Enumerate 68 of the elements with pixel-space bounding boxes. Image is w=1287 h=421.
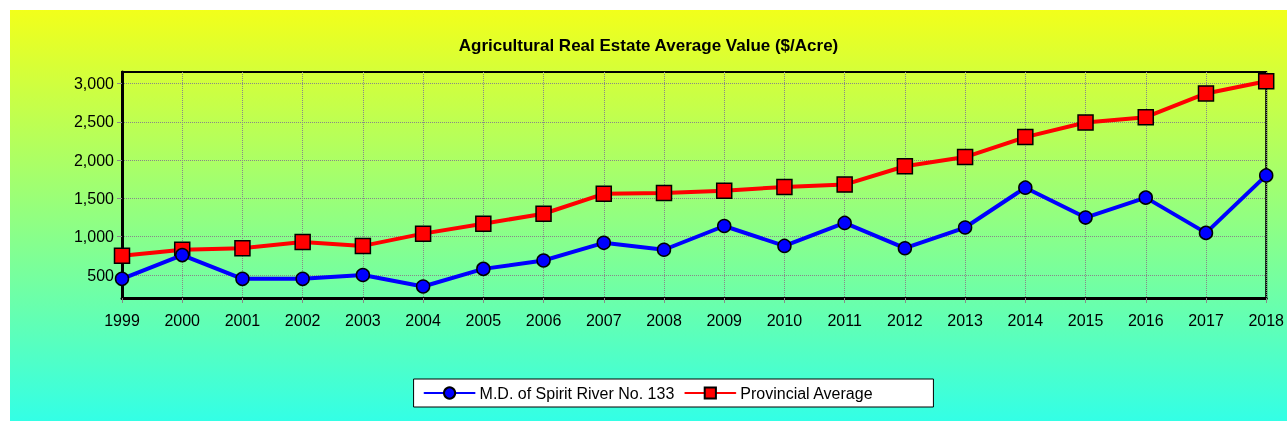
- point: [1077, 114, 1094, 131]
- point: [836, 176, 853, 193]
- point: [1258, 168, 1274, 183]
- x-tick-label: 2014: [1007, 311, 1044, 329]
- point: [655, 184, 673, 202]
- x-tick-label: 2002: [284, 311, 321, 329]
- x-tick-label: 2006: [525, 311, 562, 329]
- x-tick-label: 2009: [706, 311, 743, 329]
- x-tick-label: 2016: [1127, 311, 1164, 329]
- x-tick-label: 2013: [947, 311, 983, 329]
- point: [837, 215, 852, 231]
- x-tick-label: 2011: [827, 311, 862, 329]
- point: [777, 238, 792, 254]
- x-tick-label: 2000: [164, 311, 201, 329]
- y-tick-label: 2,000: [73, 151, 115, 169]
- x-tick-label: 2003: [345, 311, 381, 329]
- point: [1017, 128, 1034, 146]
- point: [113, 247, 131, 265]
- point: [776, 178, 793, 196]
- x-tick-label: 2001: [224, 311, 261, 329]
- point: [715, 182, 733, 199]
- point: [295, 271, 310, 287]
- x-tick-label: 2018: [1248, 311, 1285, 329]
- point: [1138, 190, 1154, 205]
- point: [1257, 72, 1275, 90]
- x-tick-label: 1999: [104, 311, 140, 329]
- y-tick-label: 3,000: [73, 74, 115, 92]
- x-tick-label: 2005: [465, 311, 502, 329]
- x-tick-label: 2008: [646, 311, 682, 329]
- point: [415, 279, 431, 294]
- point: [595, 185, 613, 203]
- point: [294, 233, 311, 251]
- x-tick-label: 2010: [766, 311, 803, 329]
- point: [1137, 108, 1155, 126]
- chart-title: Agricultural Real Estate Average Value ($/Acre): [458, 36, 839, 55]
- legend-label: M.D. of Spirit River No. 133: [479, 384, 675, 402]
- y-tick-label: 1,000: [73, 228, 115, 246]
- point: [234, 239, 251, 257]
- point: [716, 218, 732, 234]
- point: [355, 267, 371, 283]
- x-tick-label: 2004: [405, 311, 441, 329]
- legend-label: Provincial Average: [740, 384, 873, 402]
- point: [1198, 225, 1214, 241]
- y-tick-label: 2,500: [73, 113, 115, 131]
- point: [174, 247, 190, 263]
- y-tick-label: 1,500: [73, 189, 115, 207]
- point: [535, 205, 552, 222]
- point: [476, 261, 491, 277]
- point: [1197, 85, 1215, 102]
- x-tick-label: 2017: [1188, 311, 1224, 329]
- point: [475, 215, 492, 232]
- point: [897, 240, 913, 256]
- point: [1018, 180, 1033, 195]
- point: [536, 253, 551, 268]
- point: [956, 148, 974, 166]
- point: [414, 225, 432, 242]
- point: [1078, 210, 1093, 225]
- point: [235, 271, 250, 287]
- point: [656, 242, 672, 257]
- point: [896, 157, 914, 175]
- x-tick-label: 2012: [887, 311, 923, 329]
- y-tick-label: 500: [87, 266, 115, 284]
- x-tick-label: 2015: [1067, 311, 1104, 329]
- point: [354, 237, 372, 255]
- point: [596, 235, 612, 251]
- x-tick-label: 2007: [585, 311, 622, 329]
- point: [114, 271, 130, 287]
- point: [957, 220, 973, 235]
